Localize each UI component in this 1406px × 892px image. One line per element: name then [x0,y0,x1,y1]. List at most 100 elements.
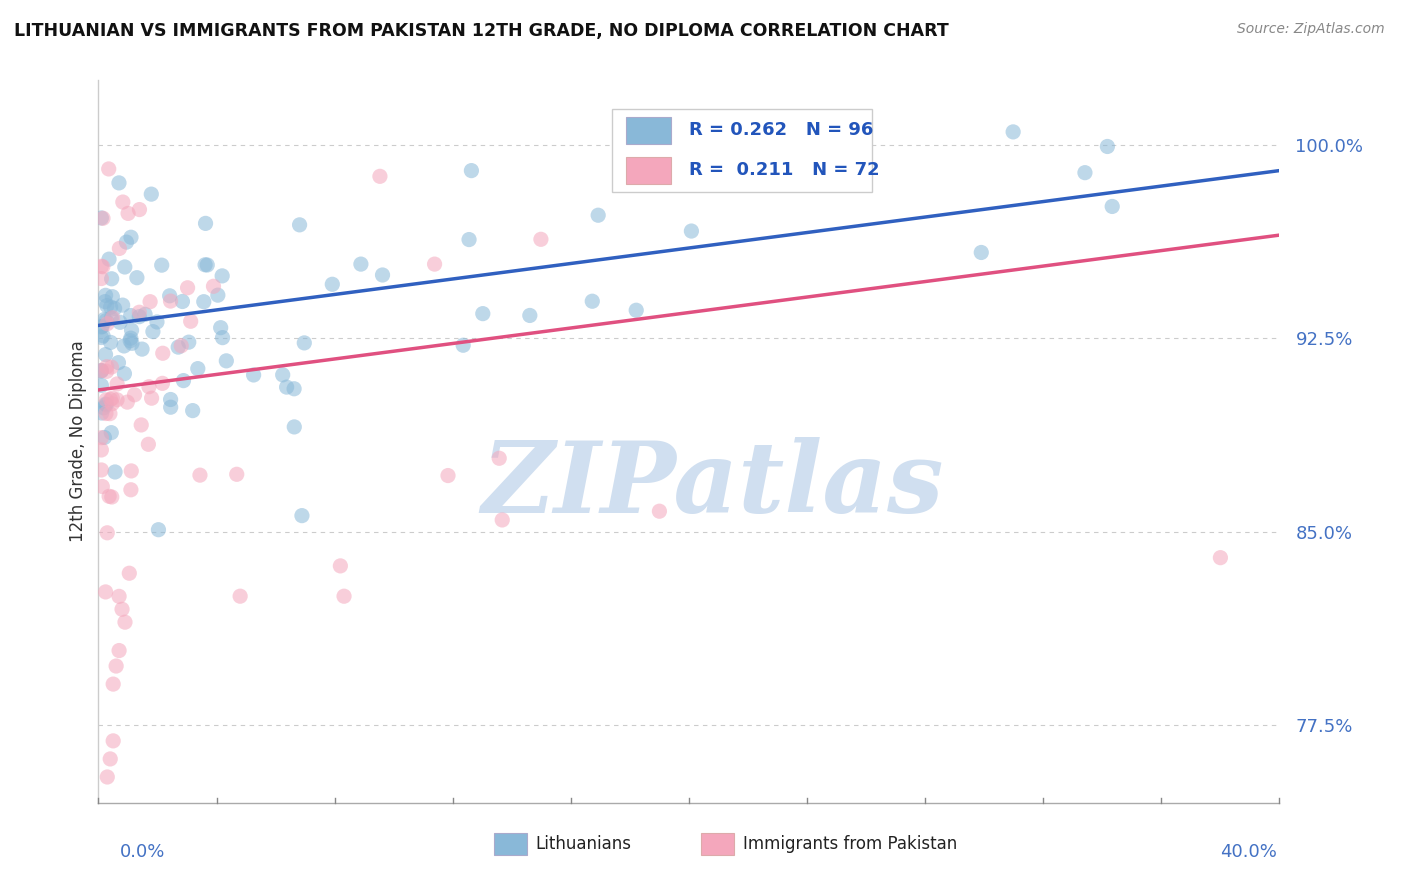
Text: R = 0.262   N = 96: R = 0.262 N = 96 [689,121,873,139]
Text: LITHUANIAN VS IMMIGRANTS FROM PAKISTAN 12TH GRADE, NO DIPLOMA CORRELATION CHART: LITHUANIAN VS IMMIGRANTS FROM PAKISTAN 1… [14,22,949,40]
Text: R =  0.211   N = 72: R = 0.211 N = 72 [689,161,880,179]
Point [91,319,114,334]
Point [96,364,118,378]
Point [90,364,112,378]
Text: 40.0%: 40.0% [1220,843,1277,861]
Point [193,294,215,309]
Point [1097,139,1119,153]
Point [1002,125,1025,139]
Point [90,463,112,477]
Point [96,359,118,374]
Point [112,339,135,353]
Point [437,468,460,483]
Point [134,307,156,321]
Point [93,312,115,326]
Point [970,245,993,260]
Text: 0.0%: 0.0% [120,843,165,861]
Point [101,391,124,405]
Point [690,173,713,187]
Point [93,401,115,415]
Point [111,602,134,616]
Point [138,437,160,451]
Point [121,323,143,337]
Point [98,407,121,421]
Point [128,310,150,324]
Point [120,464,142,478]
Point [100,425,122,440]
Point [100,272,122,286]
Point [1074,166,1097,180]
Point [283,420,305,434]
Point [368,169,391,184]
Point [111,298,134,312]
Point [91,211,114,226]
FancyBboxPatch shape [494,833,527,855]
Point [100,335,122,350]
Point [207,288,229,302]
Point [90,406,112,420]
Point [114,615,136,630]
Text: Lithuanians: Lithuanians [536,835,631,853]
Point [90,211,112,225]
Point [159,392,181,407]
Point [108,590,131,604]
Point [104,465,127,479]
Point [283,382,305,396]
Point [170,339,193,353]
Point [103,301,125,316]
Point [90,378,112,392]
Point [91,260,114,274]
Point [491,513,513,527]
Point [94,397,117,411]
Point [100,360,122,375]
Point [111,195,134,210]
Y-axis label: 12th Grade, No Diploma: 12th Grade, No Diploma [69,341,87,542]
Point [114,260,136,274]
Point [1209,550,1232,565]
Point [101,290,124,304]
Point [94,294,117,309]
Point [519,309,541,323]
Point [105,659,128,673]
Point [333,589,356,603]
Point [176,281,198,295]
Point [159,401,181,415]
Point [211,331,233,345]
Point [460,163,482,178]
FancyBboxPatch shape [612,109,872,193]
Point [350,257,373,271]
Point [100,311,122,326]
Point [96,317,118,331]
Point [94,407,117,421]
Point [187,361,209,376]
Point [793,171,815,186]
Point [125,270,148,285]
Point [194,216,217,230]
Point [159,294,181,309]
Point [124,388,146,402]
Point [152,346,174,360]
Point [90,431,112,445]
Point [141,187,163,202]
Point [329,558,352,573]
Point [90,363,112,377]
Point [105,392,128,407]
Point [118,566,141,581]
Point [586,208,609,222]
Point [90,442,112,457]
Point [451,338,474,352]
Point [488,451,510,466]
Point [150,258,173,272]
Point [188,468,211,483]
Point [139,294,162,309]
Point [90,271,112,285]
Point [291,508,314,523]
Point [202,279,225,293]
Point [101,397,124,411]
Point [101,310,124,325]
Point [107,356,129,370]
Point [100,392,122,407]
Point [96,770,118,784]
FancyBboxPatch shape [626,156,671,184]
Point [159,289,181,303]
